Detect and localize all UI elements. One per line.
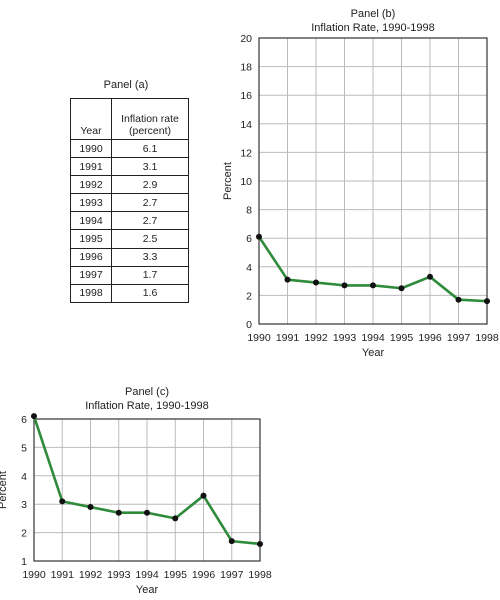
panel-a-title: Panel (a)	[103, 79, 149, 91]
panel-c-data-point	[144, 509, 150, 516]
table-row: 1992 2.9	[70, 175, 189, 195]
table-row: 1993 2.7	[70, 193, 189, 213]
panel-c-data-point	[87, 504, 94, 511]
panel-b-y-axis-label: Percent	[222, 162, 234, 200]
header-rate-line1: Inflation rate	[121, 113, 179, 125]
cell-rate: 3.1	[111, 157, 189, 177]
panel-b-data-point	[370, 282, 376, 289]
header-year: Year	[70, 98, 112, 140]
panel-b-label: Panel (b)	[351, 8, 396, 20]
panel-c-data-point	[59, 498, 66, 505]
panel-b-y-tick-label: 0	[246, 319, 252, 331]
panel-b-data-point	[313, 279, 319, 286]
cell-rate: 2.9	[111, 175, 189, 195]
cell-rate: 1.6	[111, 283, 189, 303]
panel-c-x-tick-label: 1992	[79, 569, 103, 581]
panel-b-y-tick-label: 6	[246, 233, 252, 245]
table-row: 1990 6.1	[70, 138, 189, 159]
panel-c-title: Inflation Rate, 1990-1998	[85, 400, 209, 412]
panel-b-y-tick-label: 4	[246, 262, 252, 274]
panel-c-plot-frame	[33, 418, 261, 562]
panel-c-y-tick-label: 4	[21, 471, 27, 483]
panel-b-data-point	[256, 233, 262, 240]
panel-b-x-tick-label: 1994	[361, 332, 385, 344]
cell-rate: 2.7	[111, 211, 189, 231]
panel-c-y-tick-label: 2	[21, 528, 27, 540]
panel-c-data-point	[257, 540, 263, 547]
panel-b-x-tick-label: 1997	[447, 332, 471, 344]
panel-b-y-tick-label: 10	[240, 176, 252, 188]
header-inflation-rate: Inflation rate (percent)	[111, 98, 189, 140]
panel-c-x-tick-label: 1996	[192, 569, 216, 581]
panel-b-y-tick-label: 12	[240, 147, 252, 159]
panel-b-y-tick-label: 2	[246, 290, 252, 302]
cell-rate: 6.1	[111, 138, 189, 159]
panel-c-data-point	[172, 515, 179, 522]
panel-b-title: Inflation Rate, 1990-1998	[311, 22, 435, 34]
header-rate-line2: (percent)	[128, 125, 171, 137]
panel-c-data-point	[115, 509, 122, 516]
panel-c-data-point	[200, 492, 207, 499]
panel-b-y-tick-label: 8	[246, 205, 252, 217]
panel-b-data-point	[341, 282, 348, 289]
table-header-row: Year Inflation rate (percent)	[70, 98, 189, 140]
panel-b-y-tick-label: 20	[240, 33, 252, 45]
panel-c-y-tick-label: 5	[21, 442, 27, 454]
panel-b-data-point	[398, 285, 405, 292]
panel-c-x-tick-label: 1991	[51, 569, 75, 581]
panel-c-x-tick-label: 1997	[220, 569, 244, 581]
cell-year: 1990	[70, 138, 112, 159]
panel-c-x-axis-label: Year	[136, 584, 159, 596]
panel-c-y-tick-label: 1	[21, 556, 27, 568]
panel-c-x-tick-label: 1994	[135, 569, 159, 581]
panel-b-data-point	[427, 273, 433, 280]
table-row: 1994 2.7	[70, 211, 189, 231]
panel-b-x-tick-label: 1991	[276, 332, 300, 344]
inflation-table: Year Inflation rate (percent) 1990 6.1 19…	[70, 98, 189, 303]
panel-b-x-tick-label: 1995	[390, 332, 414, 344]
cell-rate: 2.7	[111, 193, 189, 213]
panel-b-plot-frame	[258, 37, 488, 325]
panel-b-x-axis-label: Year	[362, 347, 385, 359]
panel-b-y-tick-label: 16	[240, 90, 252, 102]
panel-c-x-tick-label: 1993	[107, 569, 131, 581]
panel-c-x-tick-label: 1995	[164, 569, 188, 581]
panel-b-x-tick-label: 1992	[304, 332, 328, 344]
panel-b-y-tick-label: 18	[240, 62, 252, 74]
panel-b-x-tick-label: 1998	[475, 332, 499, 344]
cell-year: 1991	[70, 157, 112, 177]
panel-b-y-tick-label: 14	[240, 119, 252, 131]
panel-b-data-point	[284, 276, 291, 283]
panel-b-x-tick-label: 1990	[247, 332, 271, 344]
panel-c-data-point	[228, 538, 235, 545]
panel-b-data-point	[484, 298, 490, 305]
panel-c-data-point	[31, 413, 37, 420]
table-row: 1998 1.6	[70, 283, 189, 303]
cell-year: 1993	[70, 193, 112, 213]
table-row: 1995 2.5	[70, 229, 189, 249]
panel-c-y-tick-label: 3	[21, 499, 27, 511]
panel-c-y-axis-label: Percent	[0, 471, 9, 509]
panel-c-y-tick-label: 6	[21, 414, 27, 426]
panel-c-x-tick-label: 1998	[248, 569, 272, 581]
panel-b-data-point	[455, 296, 462, 303]
panel-c-label: Panel (c)	[125, 386, 169, 398]
cell-year: 1994	[70, 211, 112, 231]
cell-year: 1992	[70, 175, 112, 195]
panel-c-x-tick-label: 1990	[22, 569, 46, 581]
cell-rate: 2.5	[111, 229, 189, 249]
panel-b-x-tick-label: 1996	[418, 332, 442, 344]
panel-b-x-tick-label: 1993	[333, 332, 357, 344]
cell-year: 1996	[70, 247, 112, 267]
table-row: 1991 3.1	[70, 157, 189, 177]
